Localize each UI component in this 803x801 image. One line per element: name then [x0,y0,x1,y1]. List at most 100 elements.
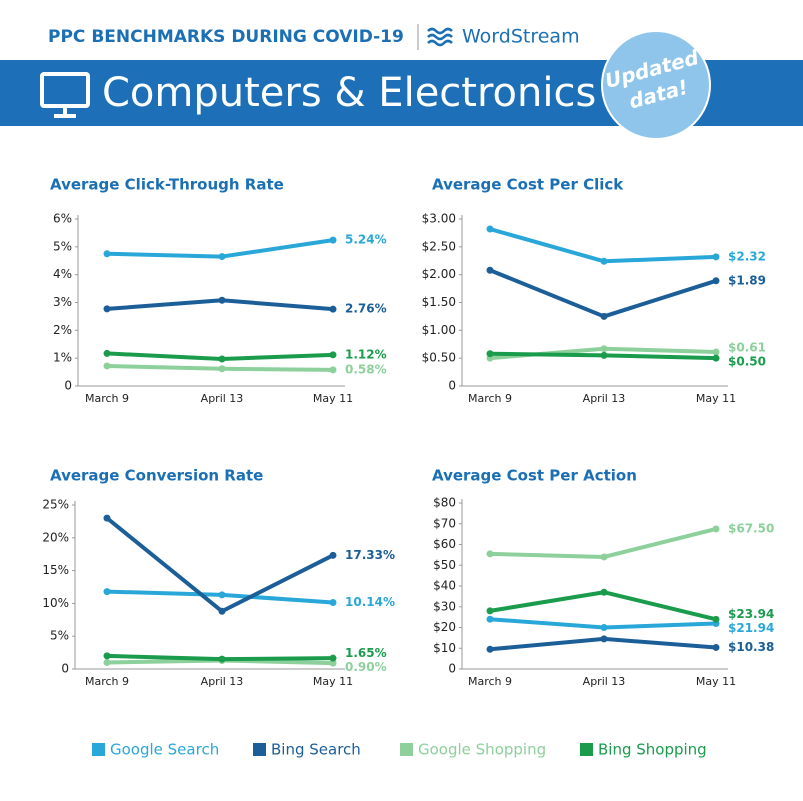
y-tick-label: 2% [53,323,72,337]
y-tick-label: 5% [53,239,72,253]
legend-swatch [580,743,593,756]
point [712,348,720,356]
value-label: 5.24% [345,233,387,247]
value-label: $21.94 [728,621,774,635]
point [103,305,111,313]
y-tick-label: $2.50 [422,239,456,253]
value-label: 0.90% [345,660,387,674]
value-label: 10.14% [345,595,395,609]
value-label: 0.58% [345,362,387,376]
point [486,615,494,623]
point [329,366,337,374]
x-tick-label: May 11 [313,675,353,688]
y-tick-label: 1% [53,351,72,365]
value-label: 1.65% [345,646,387,660]
y-tick-label: $1.00 [422,323,456,337]
point [218,253,226,261]
point [712,615,720,623]
x-tick-label: May 11 [696,392,736,405]
badge-text: Updated data! [602,45,701,114]
legend-label: Google Shopping [418,741,546,759]
legend-label: Bing Search [271,741,361,759]
x-tick-label: April 13 [583,675,626,688]
point [600,553,608,561]
y-tick-label: 3% [53,295,72,309]
y-tick-label: $3.00 [422,212,456,226]
y-tick-label: $10 [433,641,456,655]
header-title: PPC BENCHMARKS DURING COVID-19 [48,27,404,47]
y-tick-label: $40 [433,579,456,593]
point [103,514,111,522]
point [486,607,494,615]
point [329,305,337,313]
point [218,607,226,615]
value-label: $23.94 [728,607,774,621]
value-label: 17.33% [345,548,395,562]
point [486,350,494,358]
y-tick-label: $60 [433,537,456,551]
point [329,659,337,667]
point [712,277,720,285]
x-tick-label: March 9 [85,675,129,688]
point [218,365,226,373]
x-tick-label: May 11 [313,392,353,405]
value-label: $0.50 [728,355,766,369]
point [218,355,226,363]
point [103,658,111,666]
point [600,588,608,596]
x-tick-label: April 13 [201,392,244,405]
brand-logo [427,27,453,47]
brand-name: WordStream [462,26,580,48]
point [218,296,226,304]
point [600,351,608,359]
value-label: 1.12% [345,347,387,361]
point [486,645,494,653]
point [600,257,608,265]
value-label: $67.50 [728,521,774,535]
value-label: $1.89 [728,273,766,287]
y-tick-label: $0.50 [422,351,456,365]
legend-swatch [400,743,413,756]
chart-title: Average Cost Per Click [432,176,624,194]
point [486,550,494,558]
y-tick-label: 0 [61,662,69,676]
series-line [489,268,717,319]
badge [601,30,711,140]
banner-title: Computers & Electronics [102,70,596,116]
value-label: $0.61 [728,341,766,355]
x-tick-label: March 9 [468,675,512,688]
point [329,551,337,559]
point [329,351,337,359]
value-label: $10.38 [728,640,774,654]
chart-title: Average Conversion Rate [50,467,263,485]
y-tick-label: 10% [42,596,69,610]
y-tick-label: 5% [50,629,69,643]
point [103,250,111,258]
point [600,312,608,320]
point [218,591,226,599]
point [486,266,494,274]
legend-swatch [253,743,266,756]
y-tick-label: 20% [42,530,69,544]
point [103,652,111,660]
x-tick-label: April 13 [583,392,626,405]
value-label: $2.32 [728,249,766,263]
point [712,643,720,651]
point [329,598,337,606]
x-tick-label: May 11 [696,675,736,688]
chart-title: Average Click-Through Rate [50,176,284,194]
point [329,236,337,244]
point [600,624,608,631]
y-tick-label: $20 [433,620,456,634]
point [600,345,608,353]
legend-label: Bing Shopping [598,741,707,759]
y-tick-label: $1.50 [422,295,456,309]
legend-swatch [92,743,105,756]
point [103,362,111,370]
series-line [489,526,717,559]
point [218,655,226,663]
y-tick-label: 25% [42,498,69,512]
y-tick-label: 6% [53,212,72,226]
point [600,635,608,643]
x-tick-label: March 9 [85,392,129,405]
